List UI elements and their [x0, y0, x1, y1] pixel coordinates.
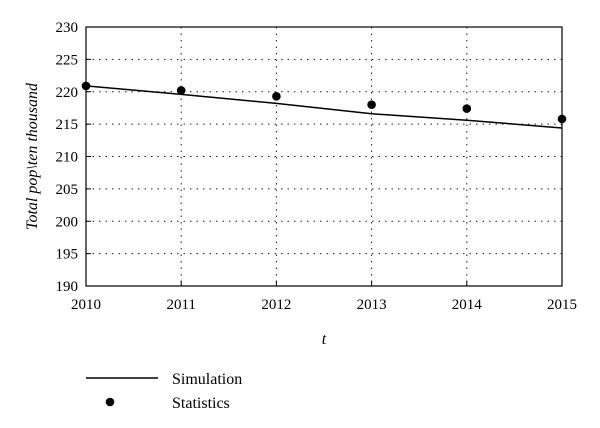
y-tick-label: 220 — [56, 85, 79, 101]
legend-label-simulation: Simulation — [172, 371, 242, 388]
legend-label-statistics: Statistics — [172, 395, 230, 412]
x-tick-label: 2013 — [357, 297, 387, 313]
y-tick-label: 190 — [56, 279, 79, 295]
statistics-point — [367, 100, 376, 109]
y-tick-label: 215 — [56, 117, 79, 133]
statistics-point — [462, 104, 472, 113]
y-tick-label: 225 — [56, 52, 79, 68]
y-tick-label: 210 — [56, 150, 79, 166]
y-tick-label: 195 — [56, 247, 79, 263]
x-tick-label: 2011 — [166, 297, 195, 313]
x-tick-label: 2015 — [547, 297, 577, 313]
legend: Simulation Statistics — [86, 371, 242, 412]
legend-dot-swatch — [105, 397, 115, 407]
plot-frame — [85, 26, 563, 287]
series-layer — [81, 81, 567, 129]
y-tick-label: 205 — [56, 182, 79, 198]
statistics-point — [81, 81, 91, 91]
tick-labels: 2010 2011 2012 2013 2014 2015 190 195 200 205 210 2… — [56, 20, 578, 313]
statistics-point — [557, 114, 567, 124]
y-axis-label: Total pop\ten thousand — [24, 82, 41, 230]
x-axis-label: t — [322, 331, 327, 348]
x-tick-label: 2010 — [71, 297, 101, 313]
y-tick-label: 230 — [56, 20, 79, 36]
simulation-line — [85, 85, 563, 129]
statistics-point — [176, 86, 186, 95]
x-tick-label: 2014 — [452, 297, 483, 313]
x-tick-label: 2012 — [261, 297, 291, 313]
statistics-point — [272, 91, 281, 101]
y-tick-label: 200 — [56, 214, 79, 230]
grid — [85, 26, 563, 287]
